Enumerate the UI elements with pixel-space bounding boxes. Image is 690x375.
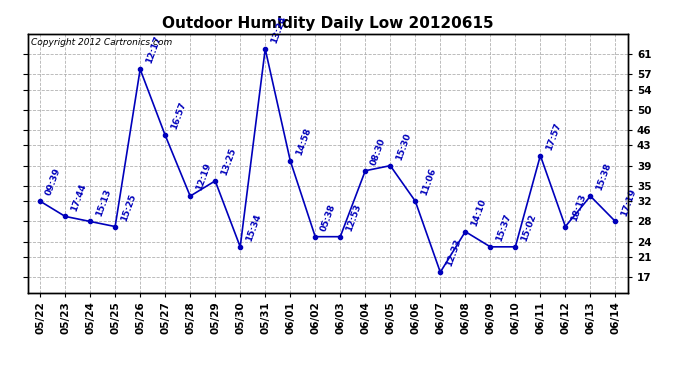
Title: Outdoor Humidity Daily Low 20120615: Outdoor Humidity Daily Low 20120615: [162, 16, 493, 31]
Text: 13:25: 13:25: [219, 147, 237, 177]
Text: 13:24: 13:24: [269, 15, 288, 45]
Text: 17:44: 17:44: [69, 182, 88, 212]
Text: 15:02: 15:02: [520, 213, 538, 243]
Text: 14:58: 14:58: [295, 126, 313, 156]
Text: 15:13: 15:13: [95, 188, 112, 217]
Text: 12:33: 12:33: [444, 238, 463, 268]
Text: 15:25: 15:25: [119, 192, 137, 222]
Text: 15:30: 15:30: [395, 132, 413, 162]
Text: 18:13: 18:13: [569, 192, 588, 222]
Text: 12:19: 12:19: [195, 162, 213, 192]
Text: 09:39: 09:39: [44, 167, 63, 197]
Text: 17:57: 17:57: [544, 121, 563, 152]
Text: 17:19: 17:19: [620, 187, 638, 217]
Text: 05:38: 05:38: [319, 202, 337, 232]
Text: 08:30: 08:30: [369, 137, 388, 166]
Text: 15:34: 15:34: [244, 213, 263, 243]
Text: 16:57: 16:57: [169, 101, 188, 131]
Text: 11:06: 11:06: [420, 167, 437, 197]
Text: 15:38: 15:38: [595, 162, 613, 192]
Text: 14:10: 14:10: [469, 198, 488, 228]
Text: 15:37: 15:37: [495, 213, 513, 243]
Text: 12:17: 12:17: [144, 35, 163, 65]
Text: Copyright 2012 Cartronics.com: Copyright 2012 Cartronics.com: [30, 38, 172, 46]
Text: 12:53: 12:53: [344, 202, 363, 232]
